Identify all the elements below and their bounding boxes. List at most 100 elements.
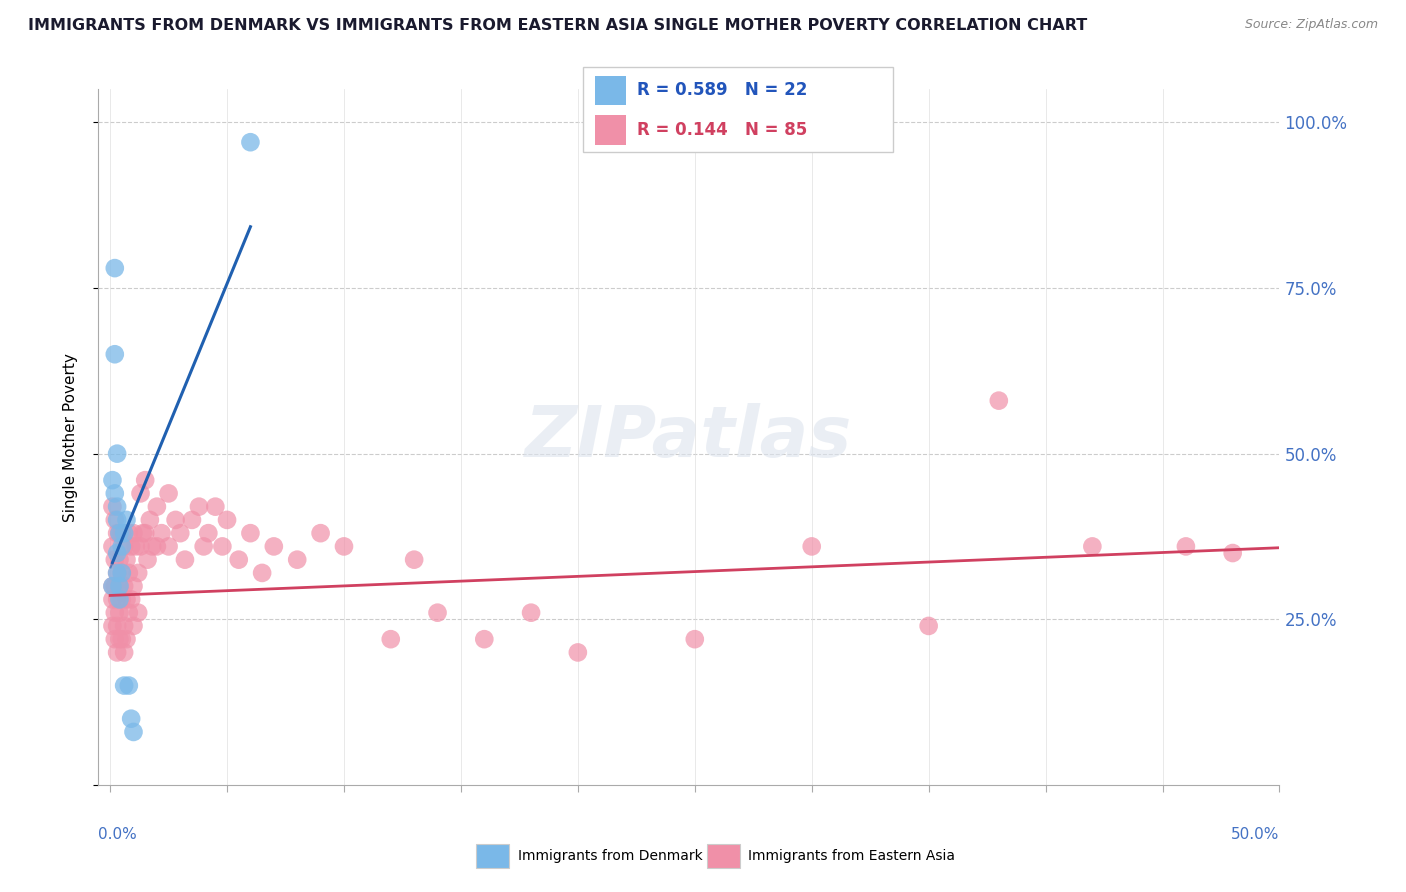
Point xyxy=(127,606,149,620)
Point xyxy=(193,540,215,554)
Point xyxy=(108,579,131,593)
Point xyxy=(239,526,262,541)
Point xyxy=(309,526,332,541)
Point xyxy=(108,579,131,593)
Point xyxy=(101,592,124,607)
Point xyxy=(101,579,124,593)
Point xyxy=(567,645,589,659)
Point xyxy=(101,540,124,554)
Point xyxy=(108,526,131,541)
Point xyxy=(111,566,134,580)
Point xyxy=(250,566,273,580)
Point xyxy=(104,261,127,276)
Point xyxy=(1174,540,1197,554)
FancyBboxPatch shape xyxy=(477,844,509,869)
Point xyxy=(987,393,1010,408)
Point xyxy=(118,566,141,580)
Point xyxy=(146,500,169,514)
Point xyxy=(112,540,135,554)
Point xyxy=(188,500,211,514)
Point xyxy=(105,592,128,607)
Point xyxy=(111,566,134,580)
Point xyxy=(404,552,426,566)
Point xyxy=(134,526,156,541)
Text: Immigrants from Denmark: Immigrants from Denmark xyxy=(517,849,703,863)
Point xyxy=(101,500,124,514)
Point xyxy=(122,619,145,633)
Point xyxy=(104,579,127,593)
Point xyxy=(1081,540,1104,554)
Point xyxy=(134,473,156,487)
Point xyxy=(157,540,180,554)
Point xyxy=(228,552,250,566)
Point xyxy=(472,632,495,647)
Point xyxy=(115,552,138,566)
Point xyxy=(115,592,138,607)
Text: IMMIGRANTS FROM DENMARK VS IMMIGRANTS FROM EASTERN ASIA SINGLE MOTHER POVERTY CO: IMMIGRANTS FROM DENMARK VS IMMIGRANTS FR… xyxy=(28,18,1087,33)
Point xyxy=(333,540,356,554)
Point xyxy=(263,540,285,554)
Point xyxy=(108,526,131,541)
Point xyxy=(105,546,128,560)
Text: 50.0%: 50.0% xyxy=(1232,827,1279,842)
Point xyxy=(211,540,233,554)
Point xyxy=(105,513,128,527)
Point xyxy=(101,619,124,633)
Text: Source: ZipAtlas.com: Source: ZipAtlas.com xyxy=(1244,18,1378,31)
Point xyxy=(120,592,142,607)
Point xyxy=(120,540,142,554)
Point xyxy=(380,632,402,647)
Point xyxy=(105,566,128,580)
Point xyxy=(917,619,939,633)
Point xyxy=(108,632,131,647)
Point xyxy=(115,632,138,647)
Point xyxy=(204,500,226,514)
Point xyxy=(105,619,128,633)
Point xyxy=(239,135,262,149)
Point xyxy=(181,513,204,527)
Point xyxy=(129,540,152,554)
Point xyxy=(105,645,128,659)
Point xyxy=(118,526,141,541)
Point xyxy=(141,540,163,554)
Point xyxy=(104,632,127,647)
Point xyxy=(105,500,128,514)
Point xyxy=(1222,546,1244,560)
Point xyxy=(136,552,159,566)
Point xyxy=(104,606,127,620)
Point xyxy=(122,579,145,593)
Point xyxy=(105,447,128,461)
Point xyxy=(108,552,131,566)
Point xyxy=(111,540,134,554)
Point xyxy=(108,592,131,607)
Point xyxy=(683,632,706,647)
Point xyxy=(120,712,142,726)
Point xyxy=(101,579,124,593)
Point xyxy=(157,486,180,500)
Point xyxy=(129,486,152,500)
Point xyxy=(127,566,149,580)
Point xyxy=(125,540,148,554)
Point xyxy=(150,526,173,541)
Point xyxy=(108,606,131,620)
Point xyxy=(104,552,127,566)
Text: ZIPatlas: ZIPatlas xyxy=(526,402,852,472)
Point xyxy=(105,526,128,541)
Point xyxy=(115,513,138,527)
Point xyxy=(169,526,191,541)
Text: R = 0.144   N = 85: R = 0.144 N = 85 xyxy=(637,121,807,139)
Point xyxy=(122,526,145,541)
Point xyxy=(112,645,135,659)
Point xyxy=(165,513,187,527)
Point xyxy=(118,679,141,693)
Point xyxy=(118,606,141,620)
Point xyxy=(111,592,134,607)
FancyBboxPatch shape xyxy=(707,844,740,869)
Point xyxy=(520,606,543,620)
Point xyxy=(104,513,127,527)
Point xyxy=(146,540,169,554)
Point xyxy=(111,632,134,647)
Point xyxy=(132,526,155,541)
Text: R = 0.589   N = 22: R = 0.589 N = 22 xyxy=(637,81,807,99)
Text: 0.0%: 0.0% xyxy=(98,827,138,842)
